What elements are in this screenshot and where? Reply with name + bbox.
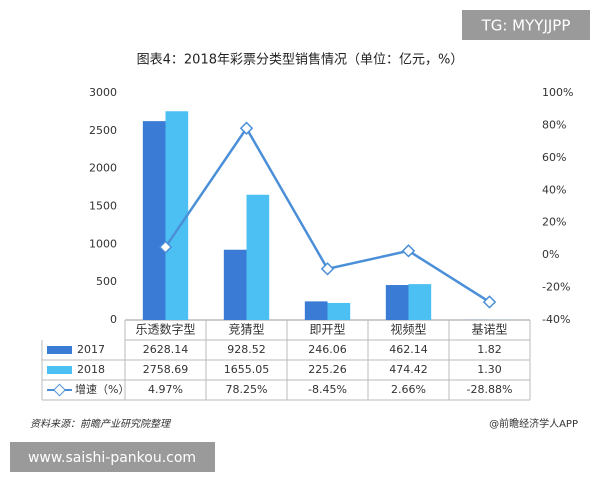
point bbox=[401, 244, 416, 258]
bar bbox=[385, 285, 409, 320]
y-tick-label: 2500 bbox=[89, 124, 117, 137]
point bbox=[320, 262, 335, 276]
table-cell: 1.82 bbox=[477, 343, 502, 356]
x-tick-label: 乐透数字型 bbox=[135, 322, 195, 337]
table-cell: 928.52 bbox=[227, 343, 266, 356]
y-tick-label: 1500 bbox=[89, 200, 117, 213]
y2-tick-label: 0% bbox=[542, 248, 559, 261]
table-cell: -28.88% bbox=[467, 383, 513, 396]
table-cell: 1655.05 bbox=[224, 363, 270, 376]
legend-label: 2017 bbox=[77, 343, 105, 356]
y-tick-label: 0 bbox=[110, 313, 117, 326]
y-tick-label: 500 bbox=[96, 275, 117, 288]
table-cell: -8.45% bbox=[308, 383, 347, 396]
watermark: TG: MYYJJPP bbox=[481, 17, 571, 35]
watermark-box bbox=[462, 10, 590, 40]
footer-url: www.saishi-pankou.com bbox=[28, 450, 196, 466]
table-cell: 78.25% bbox=[226, 383, 268, 396]
y2-tick-label: 60% bbox=[542, 151, 566, 164]
bar bbox=[327, 302, 351, 320]
table-cell: 2628.14 bbox=[143, 343, 189, 356]
x-tick-label: 竞猜型 bbox=[228, 323, 264, 337]
x-tick-label: 视频型 bbox=[390, 322, 426, 337]
bar bbox=[142, 121, 166, 320]
y2-tick-label: 100% bbox=[542, 86, 573, 99]
bar bbox=[246, 194, 270, 320]
url-box bbox=[10, 442, 215, 472]
y2-tick-label: -20% bbox=[542, 281, 570, 294]
bar bbox=[223, 249, 247, 320]
y-tick-label: 3000 bbox=[89, 86, 117, 99]
table-cell: 462.14 bbox=[389, 343, 428, 356]
x-tick-label: 即开型 bbox=[309, 323, 345, 337]
y2-tick-label: 20% bbox=[542, 216, 566, 229]
table-cell: 246.06 bbox=[308, 343, 347, 356]
legend-swatch bbox=[47, 366, 72, 374]
y-tick-label: 1000 bbox=[89, 237, 117, 250]
table-cell: 225.26 bbox=[308, 363, 347, 376]
line bbox=[164, 125, 491, 304]
y2-tick-label: 80% bbox=[542, 118, 566, 131]
legend-label: 增速（%） bbox=[75, 382, 129, 396]
point bbox=[239, 121, 254, 135]
legend-swatch bbox=[47, 346, 72, 354]
bar bbox=[304, 301, 328, 320]
point bbox=[158, 240, 173, 254]
bar bbox=[408, 284, 432, 320]
credit: @前瞻经济学人APP bbox=[489, 417, 578, 430]
table-cell: 2758.69 bbox=[143, 363, 189, 376]
y-tick-label: 2000 bbox=[89, 162, 117, 175]
table-cell: 2.66% bbox=[391, 383, 426, 396]
table-cell: 4.97% bbox=[148, 383, 183, 396]
point bbox=[482, 295, 497, 309]
source: 资料来源：前瞻产业研究院整理 bbox=[30, 418, 172, 430]
x-tick-label: 基诺型 bbox=[471, 323, 507, 337]
legend-marker bbox=[53, 383, 66, 397]
y2-tick-label: 40% bbox=[542, 183, 566, 196]
y2-tick-label: -40% bbox=[542, 313, 570, 326]
chart-title: 图表4：2018年彩票分类型销售情况（单位：亿元，%） bbox=[137, 52, 464, 68]
bar bbox=[165, 111, 189, 320]
table-cell: 1.30 bbox=[477, 363, 502, 376]
legend-label: 2018 bbox=[77, 363, 105, 376]
table-cell: 474.42 bbox=[389, 363, 428, 376]
